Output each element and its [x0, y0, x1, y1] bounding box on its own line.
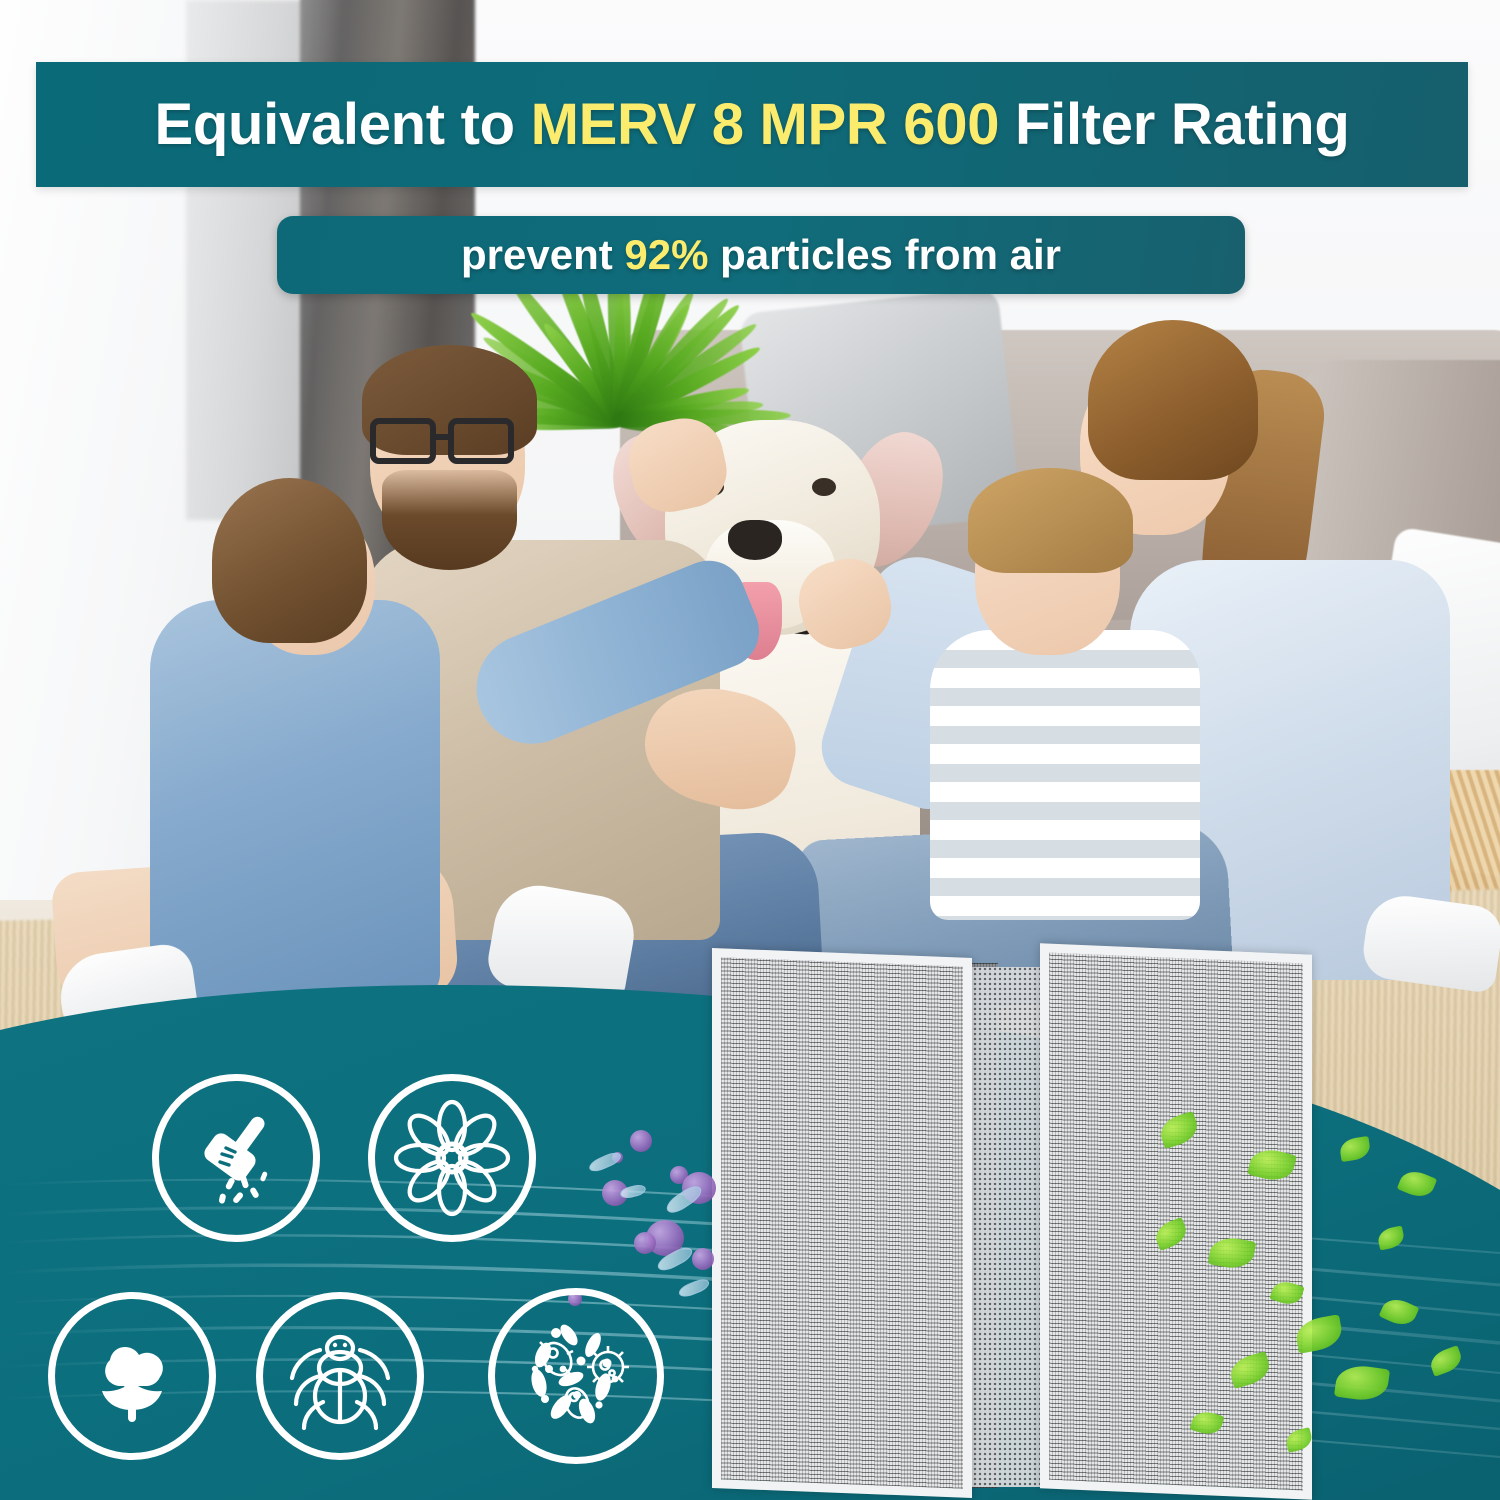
dust-mite-icon[interactable] [256, 1292, 424, 1460]
headline-highlight: MERV 8 MPR 600 [531, 92, 1000, 157]
lint-icon[interactable] [48, 1292, 216, 1460]
headline-text: Equivalent to MERV 8 MPR 600 Filter Rati… [155, 91, 1350, 158]
headline-prefix: Equivalent to [155, 92, 531, 157]
clean-air-leaves [1100, 1060, 1500, 1480]
product-infographic: Equivalent to MERV 8 MPR 600 Filter Rati… [0, 0, 1500, 1500]
subheadline-highlight: 92% [624, 231, 708, 278]
subheadline-banner: prevent 92% particles from air [277, 216, 1245, 294]
subheadline-suffix: particles from air [708, 231, 1060, 278]
dust-icon[interactable] [152, 1074, 320, 1242]
dog-eye-right [812, 478, 836, 496]
bacteria-icon[interactable] [488, 1288, 664, 1464]
dog-nose [728, 520, 782, 560]
headline-banner: Equivalent to MERV 8 MPR 600 Filter Rati… [36, 62, 1468, 187]
headline-suffix: Filter Rating [999, 92, 1349, 157]
boy-striped-shirt [930, 630, 1200, 920]
boy-hair [968, 468, 1133, 573]
filter-panel-left [712, 948, 972, 1498]
pollen-icon[interactable] [368, 1074, 536, 1242]
mother-hair [1088, 320, 1258, 480]
subheadline-text: prevent 92% particles from air [461, 231, 1061, 279]
subheadline-prefix: prevent [461, 231, 624, 278]
